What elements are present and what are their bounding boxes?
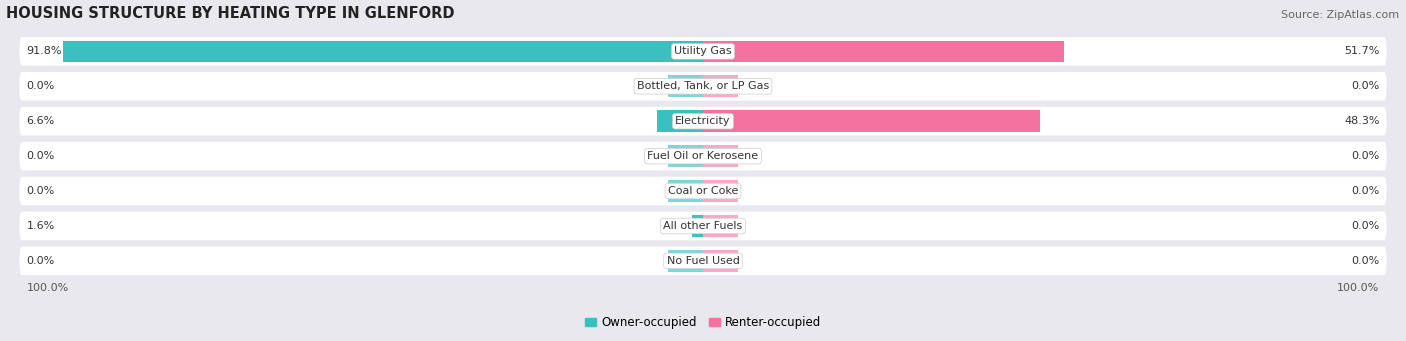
Text: 6.6%: 6.6%: [27, 116, 55, 126]
Text: 0.0%: 0.0%: [27, 151, 55, 161]
Bar: [703, 215, 738, 237]
Bar: [668, 250, 703, 272]
Bar: [692, 215, 703, 237]
Text: Utility Gas: Utility Gas: [675, 46, 731, 56]
Bar: [63, 41, 703, 62]
FancyBboxPatch shape: [20, 247, 1386, 275]
FancyBboxPatch shape: [20, 142, 1386, 170]
FancyBboxPatch shape: [20, 107, 1386, 135]
Bar: [703, 180, 738, 202]
Bar: [668, 75, 703, 97]
Bar: [657, 110, 703, 132]
Text: 100.0%: 100.0%: [27, 283, 69, 293]
Text: 51.7%: 51.7%: [1344, 46, 1379, 56]
Text: 48.3%: 48.3%: [1344, 116, 1379, 126]
Text: 0.0%: 0.0%: [1351, 81, 1379, 91]
Bar: [703, 75, 738, 97]
Bar: [703, 110, 1040, 132]
Bar: [668, 145, 703, 167]
Text: Electricity: Electricity: [675, 116, 731, 126]
Text: 0.0%: 0.0%: [1351, 256, 1379, 266]
FancyBboxPatch shape: [20, 37, 1386, 66]
Bar: [703, 145, 738, 167]
Text: 0.0%: 0.0%: [1351, 151, 1379, 161]
Text: HOUSING STRUCTURE BY HEATING TYPE IN GLENFORD: HOUSING STRUCTURE BY HEATING TYPE IN GLE…: [6, 5, 454, 20]
Text: 100.0%: 100.0%: [1337, 283, 1379, 293]
Text: Source: ZipAtlas.com: Source: ZipAtlas.com: [1281, 10, 1399, 20]
FancyBboxPatch shape: [20, 177, 1386, 205]
Legend: Owner-occupied, Renter-occupied: Owner-occupied, Renter-occupied: [579, 311, 827, 334]
Bar: [703, 41, 1063, 62]
Text: 0.0%: 0.0%: [27, 81, 55, 91]
Text: Coal or Coke: Coal or Coke: [668, 186, 738, 196]
Text: 1.6%: 1.6%: [27, 221, 55, 231]
Text: 91.8%: 91.8%: [27, 46, 62, 56]
Text: 0.0%: 0.0%: [27, 256, 55, 266]
Text: 0.0%: 0.0%: [1351, 221, 1379, 231]
Text: No Fuel Used: No Fuel Used: [666, 256, 740, 266]
Bar: [703, 250, 738, 272]
Text: Fuel Oil or Kerosene: Fuel Oil or Kerosene: [647, 151, 759, 161]
FancyBboxPatch shape: [20, 72, 1386, 101]
Bar: [668, 180, 703, 202]
FancyBboxPatch shape: [20, 212, 1386, 240]
Text: Bottled, Tank, or LP Gas: Bottled, Tank, or LP Gas: [637, 81, 769, 91]
Text: 0.0%: 0.0%: [27, 186, 55, 196]
Text: 0.0%: 0.0%: [1351, 186, 1379, 196]
Text: All other Fuels: All other Fuels: [664, 221, 742, 231]
